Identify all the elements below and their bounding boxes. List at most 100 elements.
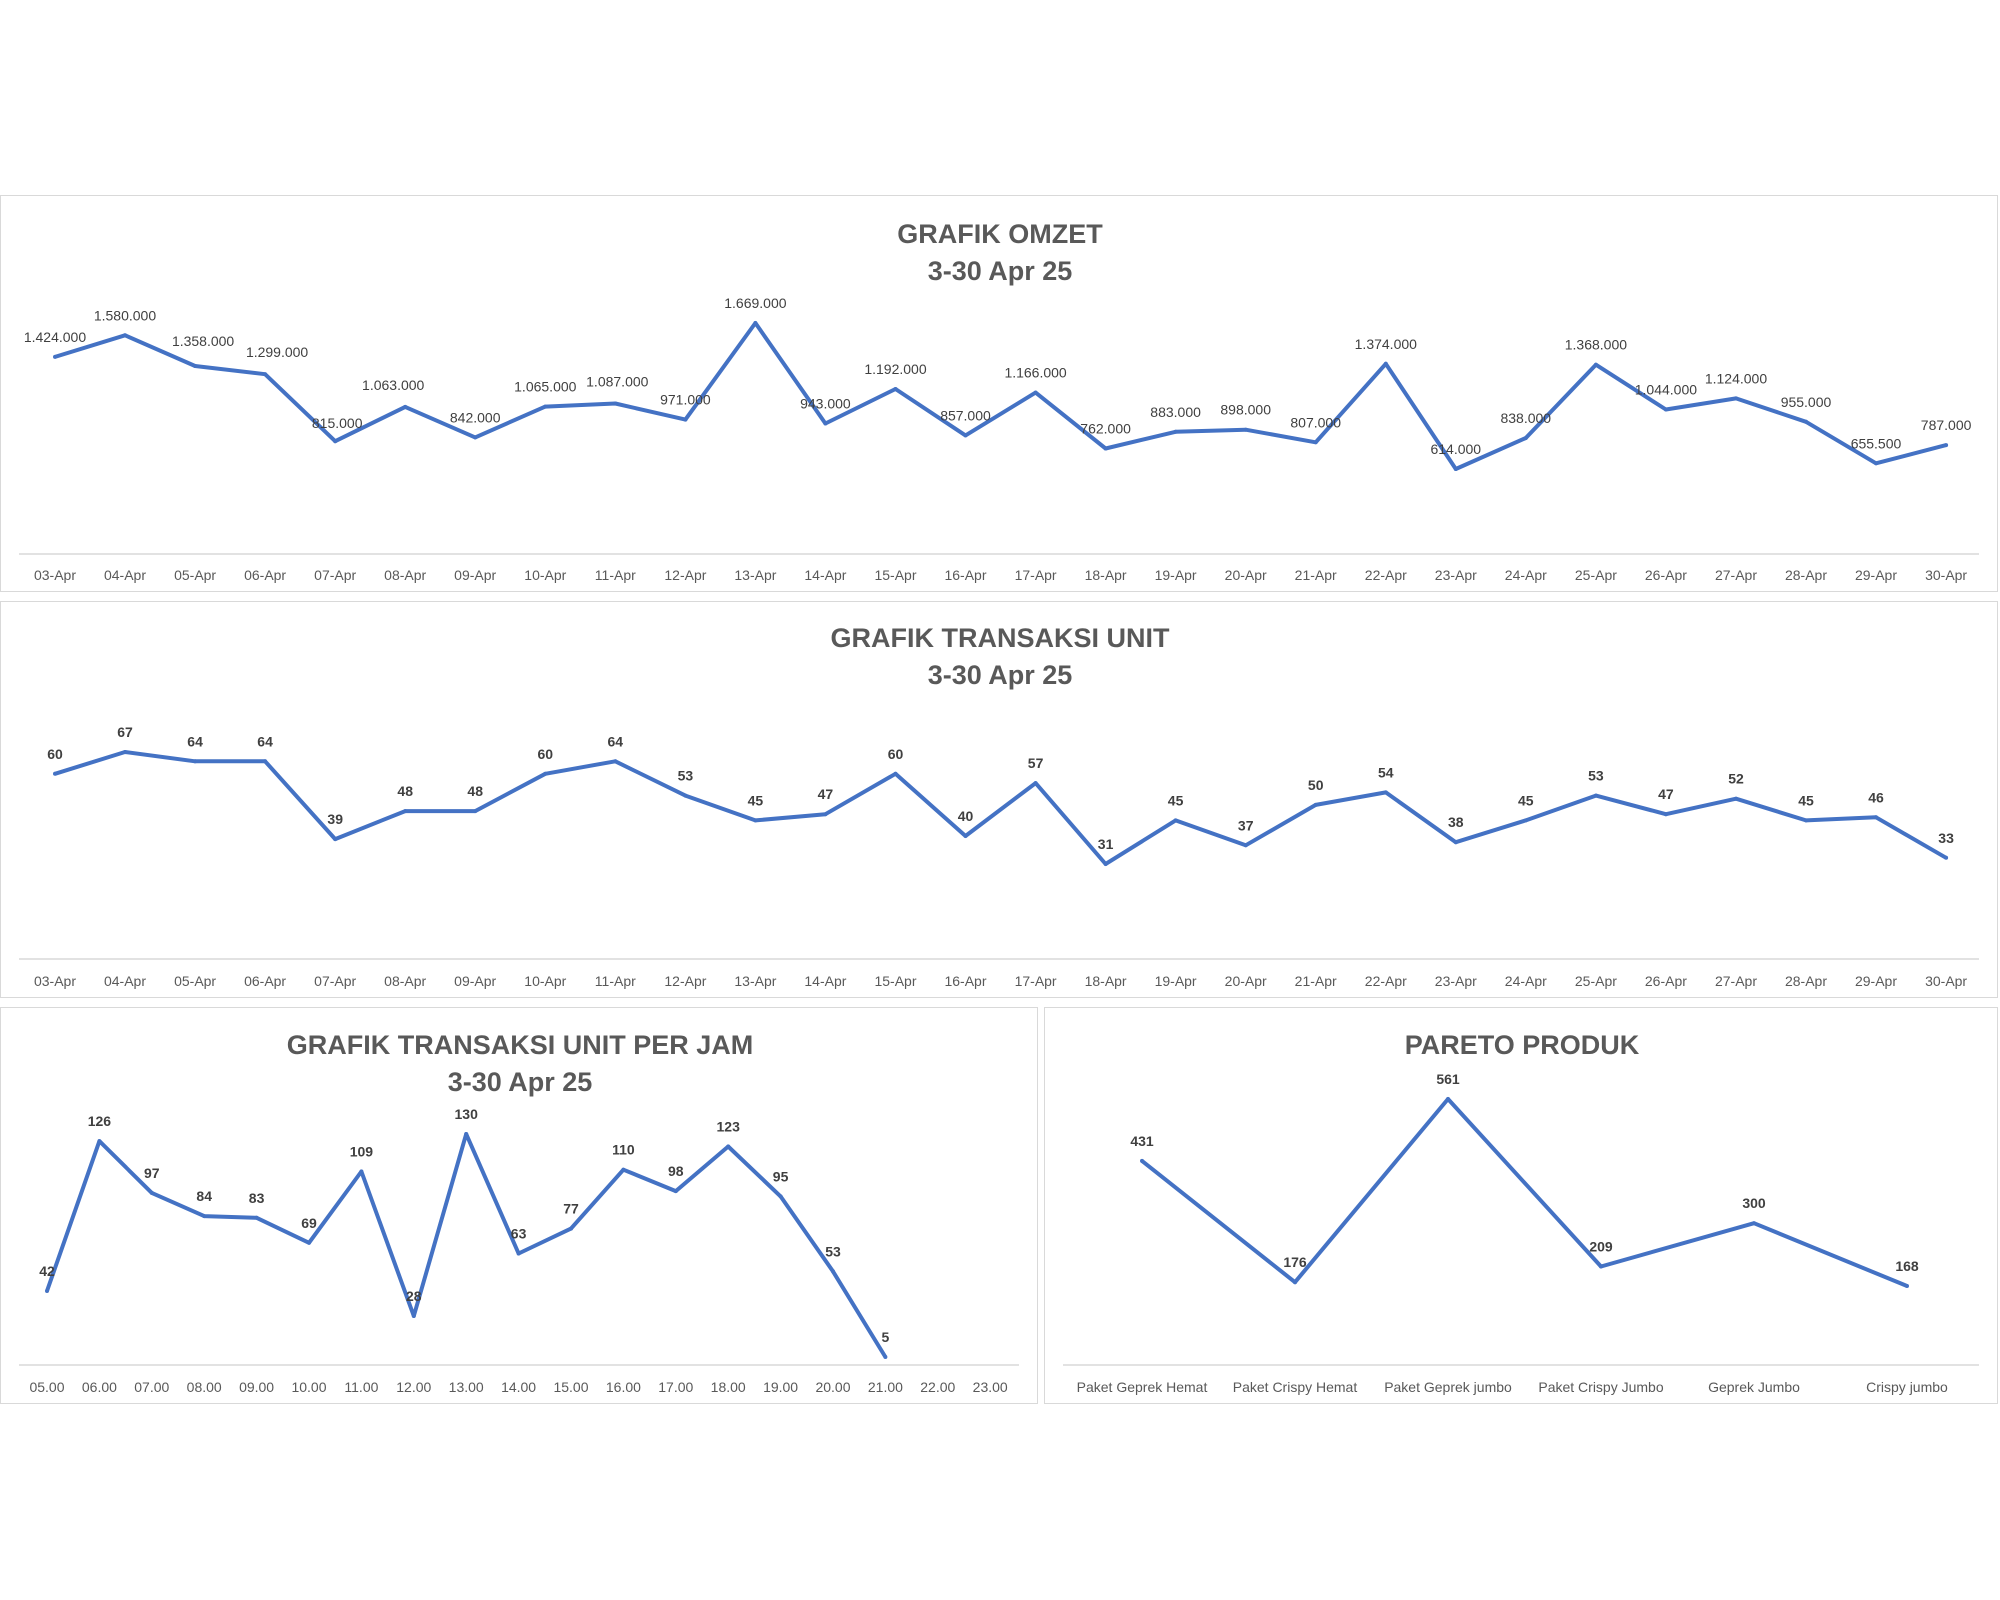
perjam-data-label: 77 — [563, 1201, 579, 1217]
pareto-tick-label: Paket Geprek jumbo — [1384, 1379, 1512, 1395]
unit-tick-label: 09-Apr — [454, 973, 496, 989]
omzet-data-label: 1.087.000 — [586, 374, 648, 390]
unit-data-point — [823, 812, 828, 817]
pareto-chart-panel: PARETO PRODUK 431 176 561 209 300 168 Paket Gep… — [1044, 1007, 1998, 1404]
perjam-tick-label: 12.00 — [396, 1379, 431, 1395]
omzet-tick-label: 10-Apr — [524, 567, 566, 583]
omzet-data-label: 1.065.000 — [514, 379, 576, 395]
omzet-data-label: 807.000 — [1290, 414, 1341, 430]
perjam-data-label: 109 — [350, 1144, 374, 1160]
perjam-data-point — [621, 1167, 626, 1172]
unit-tick-label: 18-Apr — [1085, 973, 1127, 989]
unit-data-label: 45 — [1798, 792, 1814, 808]
perjam-tick-label: 07.00 — [134, 1379, 169, 1395]
perjam-data-point — [673, 1189, 678, 1194]
perjam-chart: GRAFIK TRANSAKSI UNIT PER JAM 3-30 Apr 25… — [19, 1030, 1019, 1395]
unit-data-point — [543, 771, 548, 776]
unit-tick-label: 22-Apr — [1365, 973, 1407, 989]
unit-data-label: 57 — [1028, 755, 1044, 771]
perjam-data-point — [831, 1269, 835, 1274]
unit-tick-label: 13-Apr — [734, 973, 776, 989]
unit-tick-label: 04-Apr — [104, 973, 146, 989]
pareto-data-point — [1446, 1097, 1450, 1101]
omzet-data-label: 1.424.000 — [24, 329, 86, 345]
perjam-tick-label: 16.00 — [606, 1379, 641, 1395]
omzet-data-label: 838.000 — [1500, 410, 1551, 426]
unit-data-point — [1313, 802, 1318, 807]
omzet-data-point — [613, 401, 618, 406]
omzet-data-point — [1103, 446, 1108, 451]
perjam-data-label: 123 — [717, 1119, 741, 1135]
omzet-data-point — [1383, 361, 1388, 366]
omzet-tick-label: 09-Apr — [454, 567, 496, 583]
pareto-data-label: 561 — [1436, 1071, 1460, 1087]
unit-data-point — [1033, 781, 1038, 786]
pareto-data-label: 431 — [1130, 1133, 1154, 1149]
omzet-tick-label: 17-Apr — [1015, 567, 1057, 583]
perjam-data-label: 110 — [612, 1142, 635, 1158]
unit-tick-label: 28-Apr — [1785, 973, 1827, 989]
unit-data-point — [1243, 843, 1248, 848]
omzet-data-label: 1.299.000 — [246, 344, 308, 360]
unit-data-point — [1453, 840, 1458, 845]
perjam-tick-label: 21.00 — [868, 1379, 903, 1395]
unit-tick-label: 11-Apr — [595, 973, 636, 989]
omzet-tick-label: 12-Apr — [664, 567, 706, 583]
omzet-tick-label: 24-Apr — [1505, 567, 1547, 583]
perjam-tick-label: 09.00 — [239, 1379, 274, 1395]
omzet-data-point — [1033, 390, 1038, 395]
unit-data-label: 60 — [888, 746, 904, 762]
perjam-tick-label: 20.00 — [815, 1379, 850, 1395]
omzet-tick-label: 13-Apr — [734, 567, 776, 583]
perjam-data-label: 69 — [301, 1215, 317, 1231]
omzet-data-point — [333, 439, 338, 444]
omzet-data-point — [123, 333, 127, 338]
unit-data-point — [1383, 790, 1388, 795]
omzet-tick-label: 11-Apr — [595, 567, 636, 583]
omzet-data-label: 1.358.000 — [172, 333, 234, 349]
omzet-data-label: 857.000 — [940, 407, 991, 423]
omzet-data-label: 1.124.000 — [1705, 370, 1767, 386]
omzet-tick-label: 25-Apr — [1575, 567, 1617, 583]
unit-data-label: 45 — [1168, 792, 1184, 808]
unit-data-point — [123, 750, 127, 754]
perjam-tick-label: 11.00 — [344, 1379, 378, 1395]
unit-data-point — [1523, 818, 1528, 823]
omzet-data-point — [683, 417, 688, 422]
unit-data-point — [1663, 812, 1668, 817]
unit-series-line — [54, 750, 1948, 866]
pareto-tick-label: Crispy jumbo — [1866, 1379, 1948, 1395]
omzet-data-label: 614.000 — [1430, 441, 1481, 457]
omzet-data-label: 655.500 — [1851, 435, 1902, 451]
unit-data-point — [333, 837, 338, 842]
perjam-tick-label: 23.00 — [973, 1379, 1008, 1395]
unit-data-point — [1944, 855, 1949, 860]
unit-data-point — [1874, 815, 1878, 820]
perjam-tick-label: 06.00 — [82, 1379, 117, 1395]
omzet-data-point — [823, 421, 828, 426]
perjam-tick-label: 13.00 — [449, 1379, 484, 1395]
perjam-data-point — [516, 1251, 521, 1256]
unit-tick-label: 21-Apr — [1295, 973, 1337, 989]
unit-data-point — [263, 759, 268, 764]
perjam-data-label: 63 — [511, 1226, 527, 1242]
pareto-data-label: 176 — [1283, 1254, 1307, 1270]
unit-data-point — [613, 759, 618, 764]
unit-tick-label: 30-Apr — [1925, 973, 1967, 989]
unit-tick-label: 24-Apr — [1505, 973, 1547, 989]
omzet-tick-label: 15-Apr — [874, 567, 916, 583]
unit-data-point — [753, 818, 758, 823]
pareto-tick-label: Paket Crispy Hemat — [1233, 1379, 1358, 1395]
unit-tick-label: 08-Apr — [384, 973, 426, 989]
unit-data-point — [1173, 818, 1178, 823]
omzet-data-point — [1243, 427, 1248, 432]
unit-tick-label: 10-Apr — [524, 973, 566, 989]
pareto-data-point — [1905, 1284, 1909, 1288]
omzet-data-point — [473, 435, 478, 440]
unit-data-label: 40 — [958, 808, 974, 824]
pareto-tick-label: Paket Geprek Hemat — [1077, 1379, 1208, 1395]
omzet-tick-label: 03-Apr — [34, 567, 76, 583]
unit-chart-title: GRAFIK TRANSAKSI UNIT — [831, 623, 1170, 653]
unit-data-point — [1804, 818, 1808, 823]
unit-tick-label: 12-Apr — [664, 973, 706, 989]
